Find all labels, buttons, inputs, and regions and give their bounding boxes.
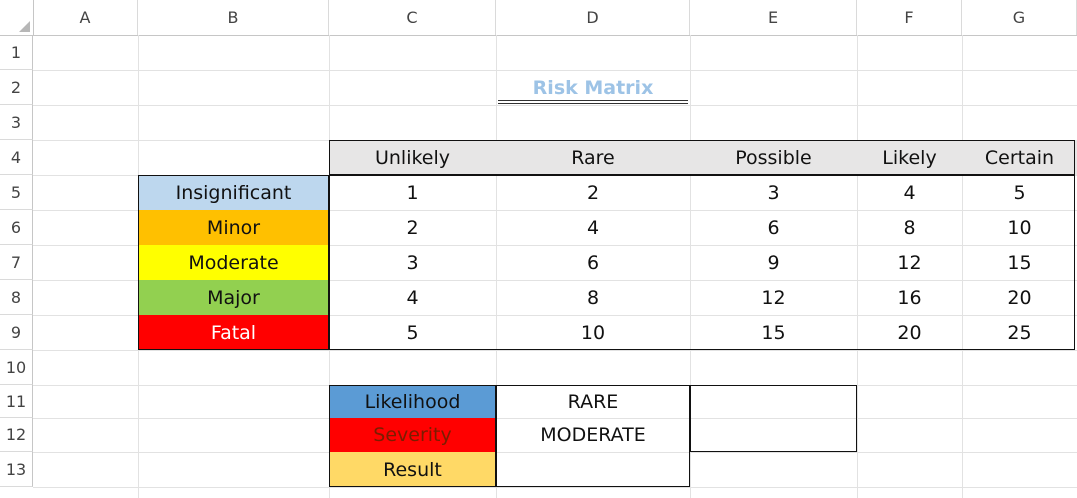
select-all-triangle-icon (19, 21, 30, 32)
column-header-b[interactable]: B (138, 0, 329, 35)
risk-matrix-border (138, 175, 1075, 350)
gridline-vertical (857, 35, 858, 498)
gridline-horizontal (33, 70, 1077, 71)
result-output-box[interactable] (690, 385, 857, 452)
risk-score-cell[interactable]: 12 (897, 251, 922, 274)
likelihood-header-rare[interactable]: Rare (496, 140, 690, 175)
risk-score-cell[interactable]: 5 (1013, 181, 1026, 204)
row-header-12[interactable]: 12 (0, 418, 33, 452)
gridline-horizontal (33, 105, 1077, 106)
row-header-13[interactable]: 13 (0, 452, 33, 487)
severity-label-minor[interactable]: Minor (138, 210, 329, 245)
title-double-underline (498, 100, 688, 104)
column-header-e[interactable]: E (690, 0, 857, 35)
risk-score-cell[interactable]: 6 (586, 251, 600, 274)
risk-score-cell[interactable]: 15 (1007, 251, 1032, 274)
column-header-a[interactable]: A (33, 0, 138, 35)
row-header-8[interactable]: 8 (0, 280, 33, 315)
risk-score-cell[interactable]: 9 (767, 251, 780, 274)
severity-column-divider (328, 175, 330, 350)
risk-score-cell[interactable]: 4 (903, 181, 916, 204)
risk-score-cell[interactable]: 2 (586, 181, 600, 204)
risk-score-cell[interactable]: 20 (1007, 286, 1032, 309)
row-header-10[interactable]: 10 (0, 350, 33, 385)
gridline-vertical (496, 35, 497, 498)
gridline-horizontal (33, 280, 1077, 281)
gridline-vertical (962, 35, 963, 498)
gridline-horizontal (33, 418, 1077, 419)
row-header-6[interactable]: 6 (0, 210, 33, 245)
row-header-2[interactable]: 2 (0, 70, 33, 105)
row-header-3[interactable]: 3 (0, 105, 33, 140)
gridline-horizontal (33, 452, 1077, 453)
row-header-11[interactable]: 11 (0, 385, 33, 418)
sheet-title: Risk Matrix (532, 76, 654, 99)
gridline-vertical (690, 35, 691, 498)
risk-score-cell[interactable]: 1 (406, 181, 419, 204)
column-header-c[interactable]: C (329, 0, 496, 35)
lookup-value-likelihood[interactable]: RARE (567, 390, 619, 413)
risk-score-cell[interactable]: 8 (586, 286, 600, 309)
lookup-label-result[interactable]: Result (329, 452, 496, 487)
risk-score-cell[interactable]: 5 (406, 321, 419, 344)
column-header-bar (0, 0, 1077, 36)
risk-score-cell[interactable]: 10 (580, 321, 606, 344)
risk-score-cell[interactable]: 3 (406, 251, 419, 274)
row-header-5[interactable]: 5 (0, 175, 33, 210)
severity-label-insignificant[interactable]: Insignificant (138, 175, 329, 210)
risk-score-cell[interactable]: 6 (767, 216, 780, 239)
column-header-d[interactable]: D (496, 0, 690, 35)
likelihood-header-certain[interactable]: Certain (962, 140, 1077, 175)
risk-score-cell[interactable]: 4 (406, 286, 419, 309)
gridline-vertical (329, 35, 330, 498)
severity-label-fatal[interactable]: Fatal (138, 315, 329, 350)
gridline-horizontal (33, 210, 1077, 211)
lookup-value-severity[interactable]: MODERATE (540, 424, 646, 446)
lookup-label-likelihood[interactable]: Likelihood (329, 385, 496, 418)
lookup-table-border (329, 385, 690, 487)
risk-score-cell[interactable]: 16 (897, 286, 922, 309)
severity-label-major[interactable]: Major (138, 280, 329, 315)
likelihood-header-likely[interactable]: Likely (857, 140, 962, 175)
risk-score-cell[interactable]: 15 (761, 321, 786, 344)
risk-score-cell[interactable]: 8 (903, 216, 916, 239)
row-header-9[interactable]: 9 (0, 315, 33, 350)
gridline-horizontal (33, 350, 1077, 351)
risk-score-cell[interactable]: 4 (586, 216, 600, 239)
select-all-corner[interactable] (0, 0, 34, 35)
row-header-4[interactable]: 4 (0, 140, 33, 175)
risk-score-cell[interactable]: 10 (1007, 216, 1032, 239)
gridline-horizontal (33, 315, 1077, 316)
likelihood-header-border (329, 140, 1075, 175)
risk-score-cell[interactable]: 12 (761, 286, 786, 309)
column-header-g[interactable]: G (962, 0, 1077, 35)
row-header-7[interactable]: 7 (0, 245, 33, 280)
column-header-f[interactable]: F (857, 0, 962, 35)
row-header-1[interactable]: 1 (0, 35, 33, 70)
lookup-label-severity[interactable]: Severity (329, 418, 496, 452)
lookup-column-divider (495, 385, 497, 487)
likelihood-header-unlikely[interactable]: Unlikely (329, 140, 496, 175)
risk-score-cell[interactable]: 2 (406, 216, 419, 239)
likelihood-header-possible[interactable]: Possible (690, 140, 857, 175)
severity-label-moderate[interactable]: Moderate (138, 245, 329, 280)
gridline-horizontal (33, 245, 1077, 246)
risk-score-cell[interactable]: 3 (767, 181, 780, 204)
risk-score-cell[interactable]: 25 (1007, 321, 1032, 344)
gridline-horizontal (33, 487, 1077, 488)
risk-score-cell[interactable]: 20 (897, 321, 922, 344)
